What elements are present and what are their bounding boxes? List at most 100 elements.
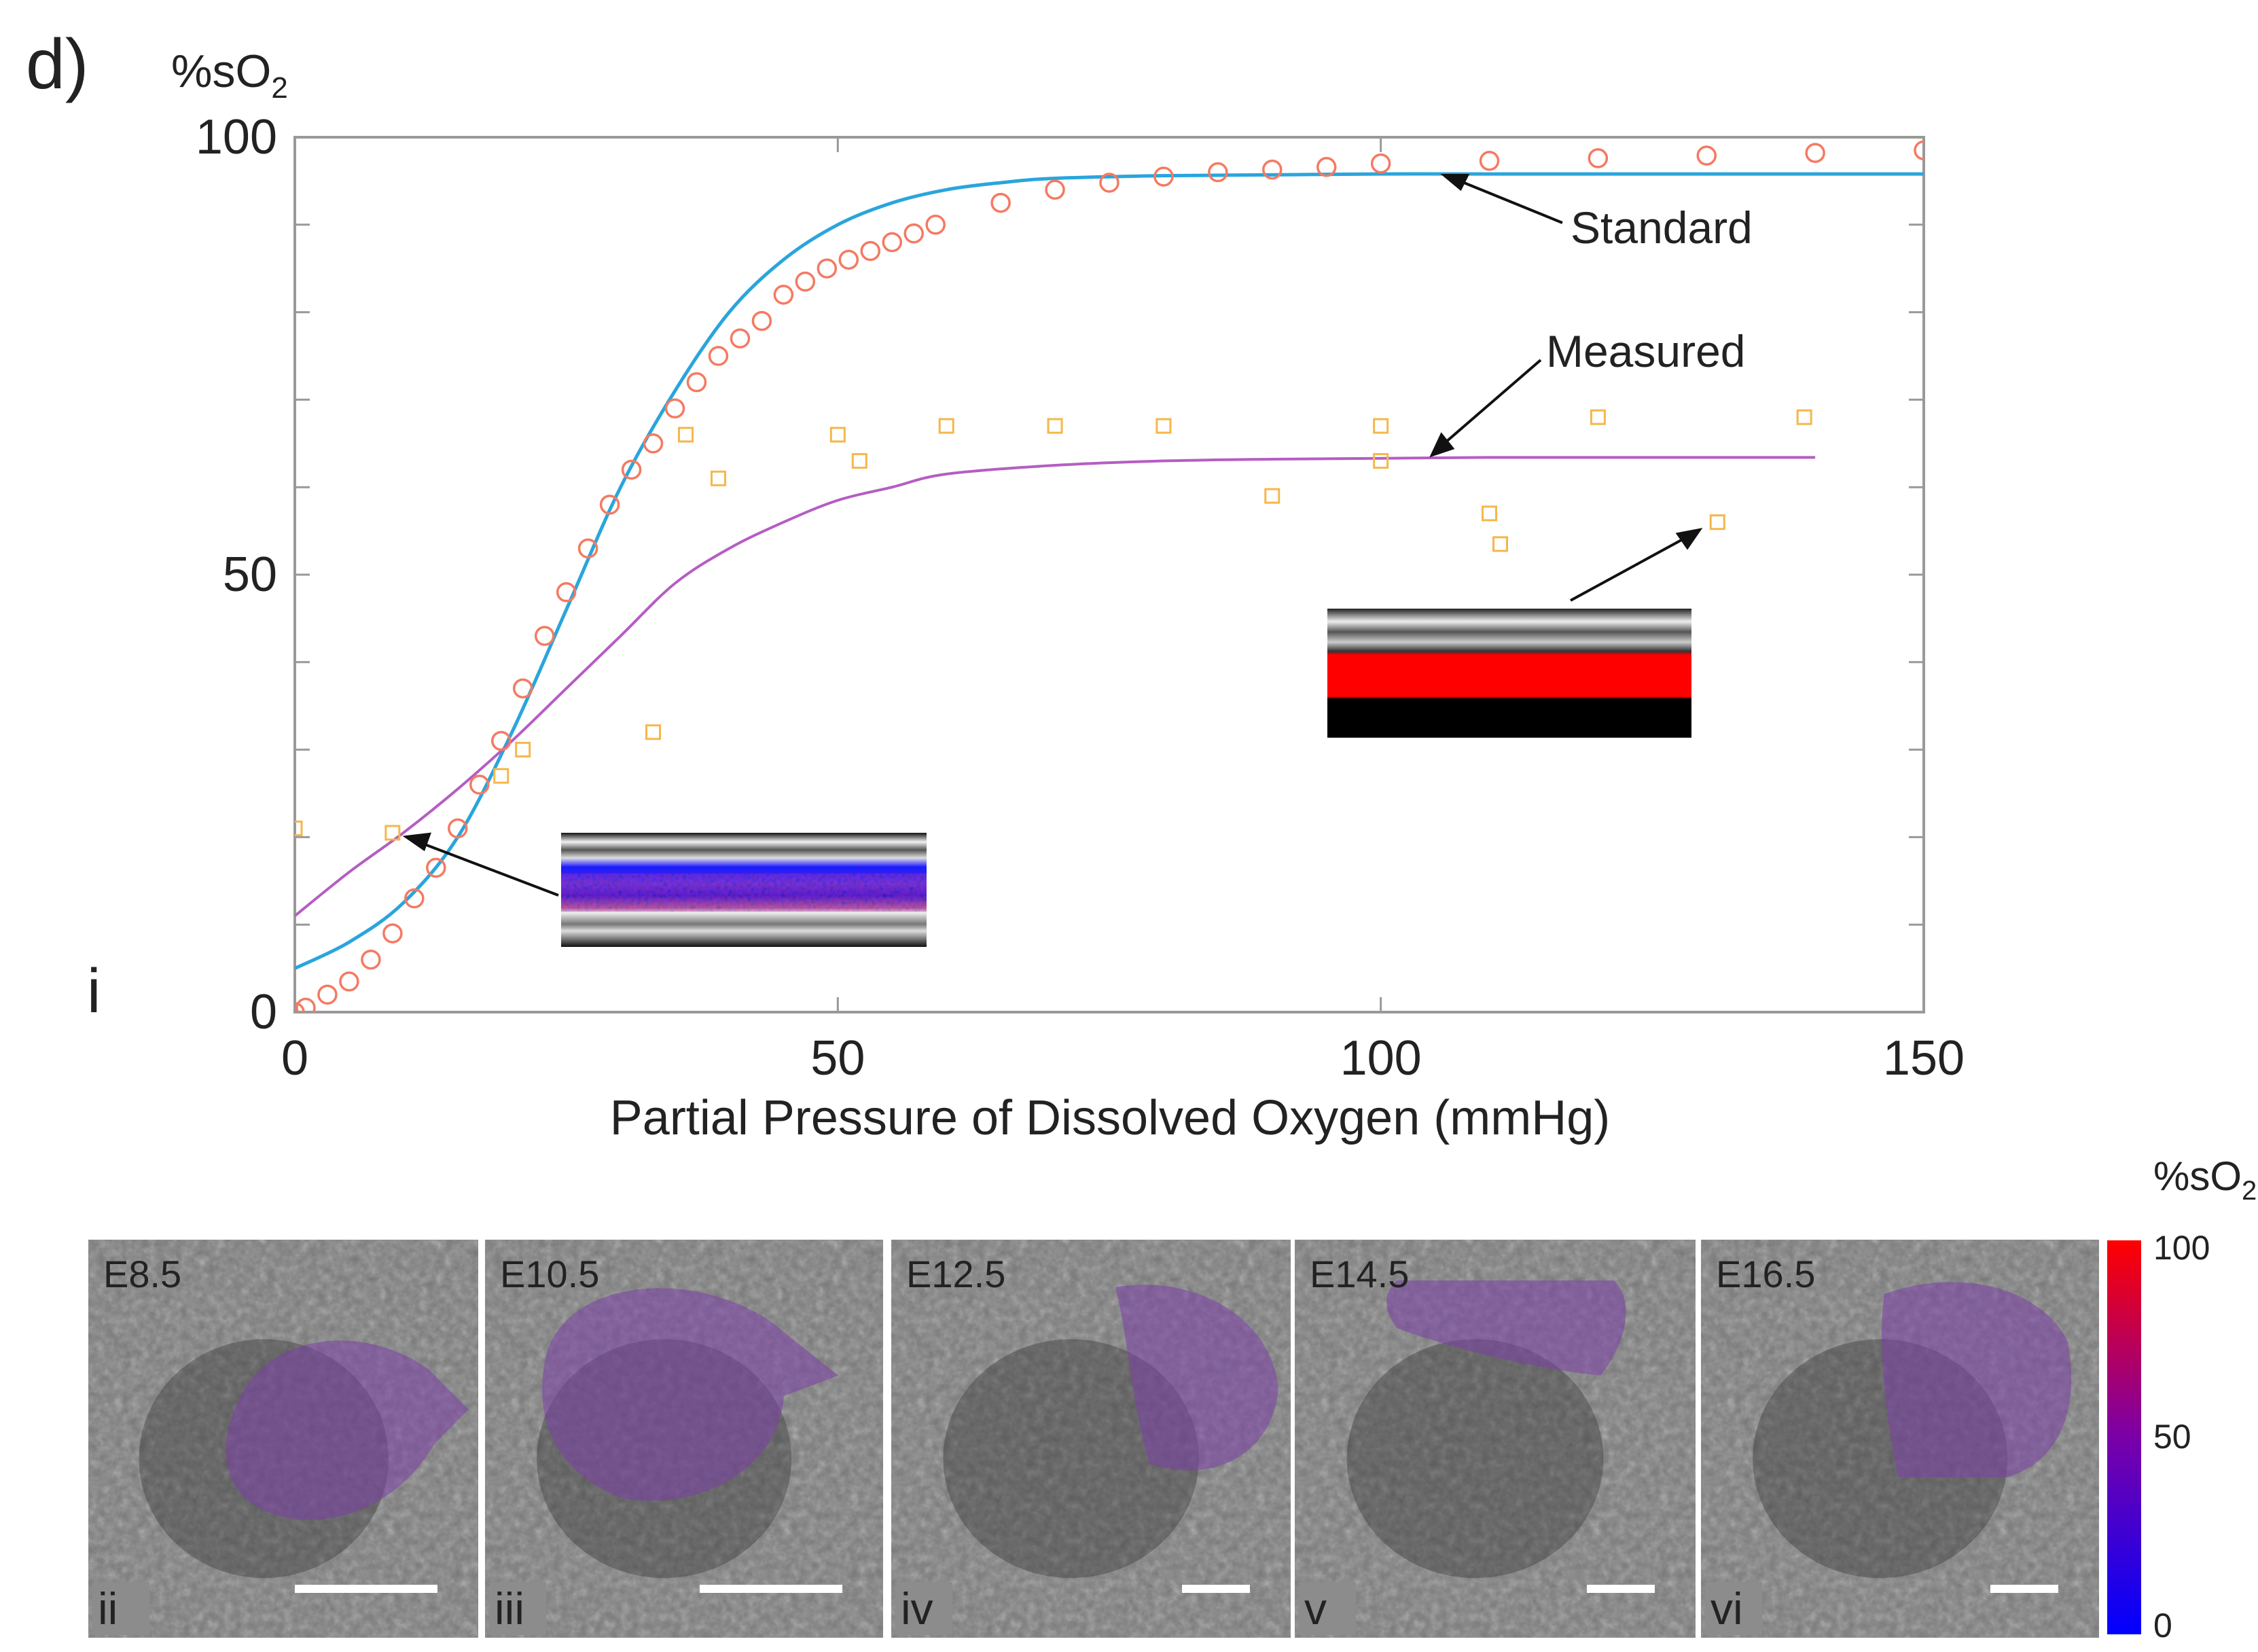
so2-overlay [1115,1285,1278,1471]
standard-data-point [643,433,664,454]
y-axis-label: %sO2 [171,46,288,105]
measured-data-point [1492,536,1509,552]
so2-overlay [226,1340,469,1520]
standard-data-point [469,774,490,795]
standard-data-point [1696,145,1717,166]
arrow-measured-head [1429,432,1455,458]
so2-overlay [542,1288,838,1501]
measured-data-point [938,418,954,434]
standard-data-point [512,678,533,699]
standard-data-point [1045,179,1065,200]
x-tick-label: 150 [1883,1031,1965,1085]
ultrasound-panel: E8.5 ii [88,1240,478,1638]
standard-data-point [708,346,729,366]
standard-data-point [1914,140,1924,161]
standard-data-point [817,258,838,279]
standard-data-point [1208,162,1228,183]
measured-data-point [645,724,662,740]
roman-label-box [895,1582,952,1635]
stage-label: E10.5 [500,1253,599,1295]
standard-data-point [404,888,425,909]
plot-content [295,140,1924,1012]
standard-data-point [903,223,924,244]
standard-data-point [686,372,707,393]
roman-label: ii [98,1583,118,1634]
measured-data-point [851,453,867,469]
scale-bar [1990,1585,2058,1593]
arrow-inset-right [1570,534,1691,602]
standard-data-point [882,232,903,253]
x-axis-label: Partial Pressure of Dissolved Oxygen (mm… [610,1091,1610,1145]
standard-data-point [925,215,946,235]
standard-data-point [990,192,1011,213]
inset-strip-oxygenated [1327,609,1691,738]
measured-data-point [1373,418,1389,434]
standard-data-point [339,971,359,992]
annotation-standard: Standard [1571,202,1753,253]
panel-label: d) [26,25,88,104]
measured-data-point [1590,409,1606,425]
roman-label: vi [1710,1583,1743,1634]
measured-data-point [1709,514,1725,531]
scale-bar [700,1585,842,1593]
scale-bar [295,1585,437,1593]
measured-data-point [1264,488,1280,504]
standard-data-points [295,140,1924,1012]
roman-label: v [1304,1583,1327,1634]
annotation-arrows [402,174,1703,897]
measured-data-point [1155,418,1172,434]
scale-bar [1182,1585,1250,1593]
arrow-standard [1452,177,1563,224]
measured-data-point [515,742,531,758]
standard-data-point [1588,148,1609,168]
standard-data-point [382,923,403,944]
scale-bar [1587,1585,1655,1593]
standard-data-point [426,857,446,878]
standard-data-point [361,949,381,970]
measured-data-point [678,427,694,443]
y-tick-label: 50 [223,547,277,602]
colorbar-gradient [2107,1240,2141,1634]
ultrasound-panels: E8.5 ii E10.5 iii E12.5 iv E14.5 v E16.5 vi [88,1240,2099,1638]
stage-label: E16.5 [1716,1253,1815,1295]
y-tick-label: 100 [196,110,277,164]
standard-data-point [1479,151,1500,171]
standard-data-point [1262,159,1283,180]
standard-data-point [490,730,512,751]
standard-data-point [556,582,577,603]
ultrasound-panel: E10.5 iii [485,1240,883,1638]
annotation-measured: Measured [1546,326,1746,376]
standard-data-point [664,398,685,419]
measured-data-point [384,825,401,841]
so2-overlay [1386,1280,1626,1376]
stage-label: E14.5 [1310,1253,1409,1295]
measured-data-point [829,427,846,443]
measured-curve [295,456,1816,917]
standard-data-point [534,626,555,646]
standard-data-point [295,997,316,1012]
plot-area: 0 50 100 150 0 50 100 Standard Measured i [87,110,1965,1085]
standard-data-point [1805,143,1825,163]
arrow-inset-left-head [402,832,431,852]
so2-overlay [1882,1282,2072,1477]
measured-data-points [295,409,1812,841]
standard-data-point [1316,157,1337,177]
arrow-standard-head [1440,174,1470,192]
x-tick-label: 0 [281,1031,308,1085]
measured-data-point [1482,505,1498,522]
colorbar-tick-100: 100 [2153,1229,2210,1267]
measured-data-point [493,768,509,784]
y-tick-label: 0 [250,985,277,1039]
standard-data-point [317,984,338,1005]
measured-data-point [710,470,726,486]
standard-data-point [1370,153,1391,174]
x-tick-label: 100 [1340,1031,1422,1085]
roman-label-box [489,1582,546,1635]
ultrasound-panel: E12.5 iv [891,1240,1291,1638]
inset-strip-deoxygenated-noise [561,874,927,912]
axis-tick-labels: 0 50 100 150 0 50 100 [196,110,1965,1085]
measured-data-point [1373,453,1389,469]
standard-data-point [730,328,751,348]
arrow-measured [1439,359,1542,448]
